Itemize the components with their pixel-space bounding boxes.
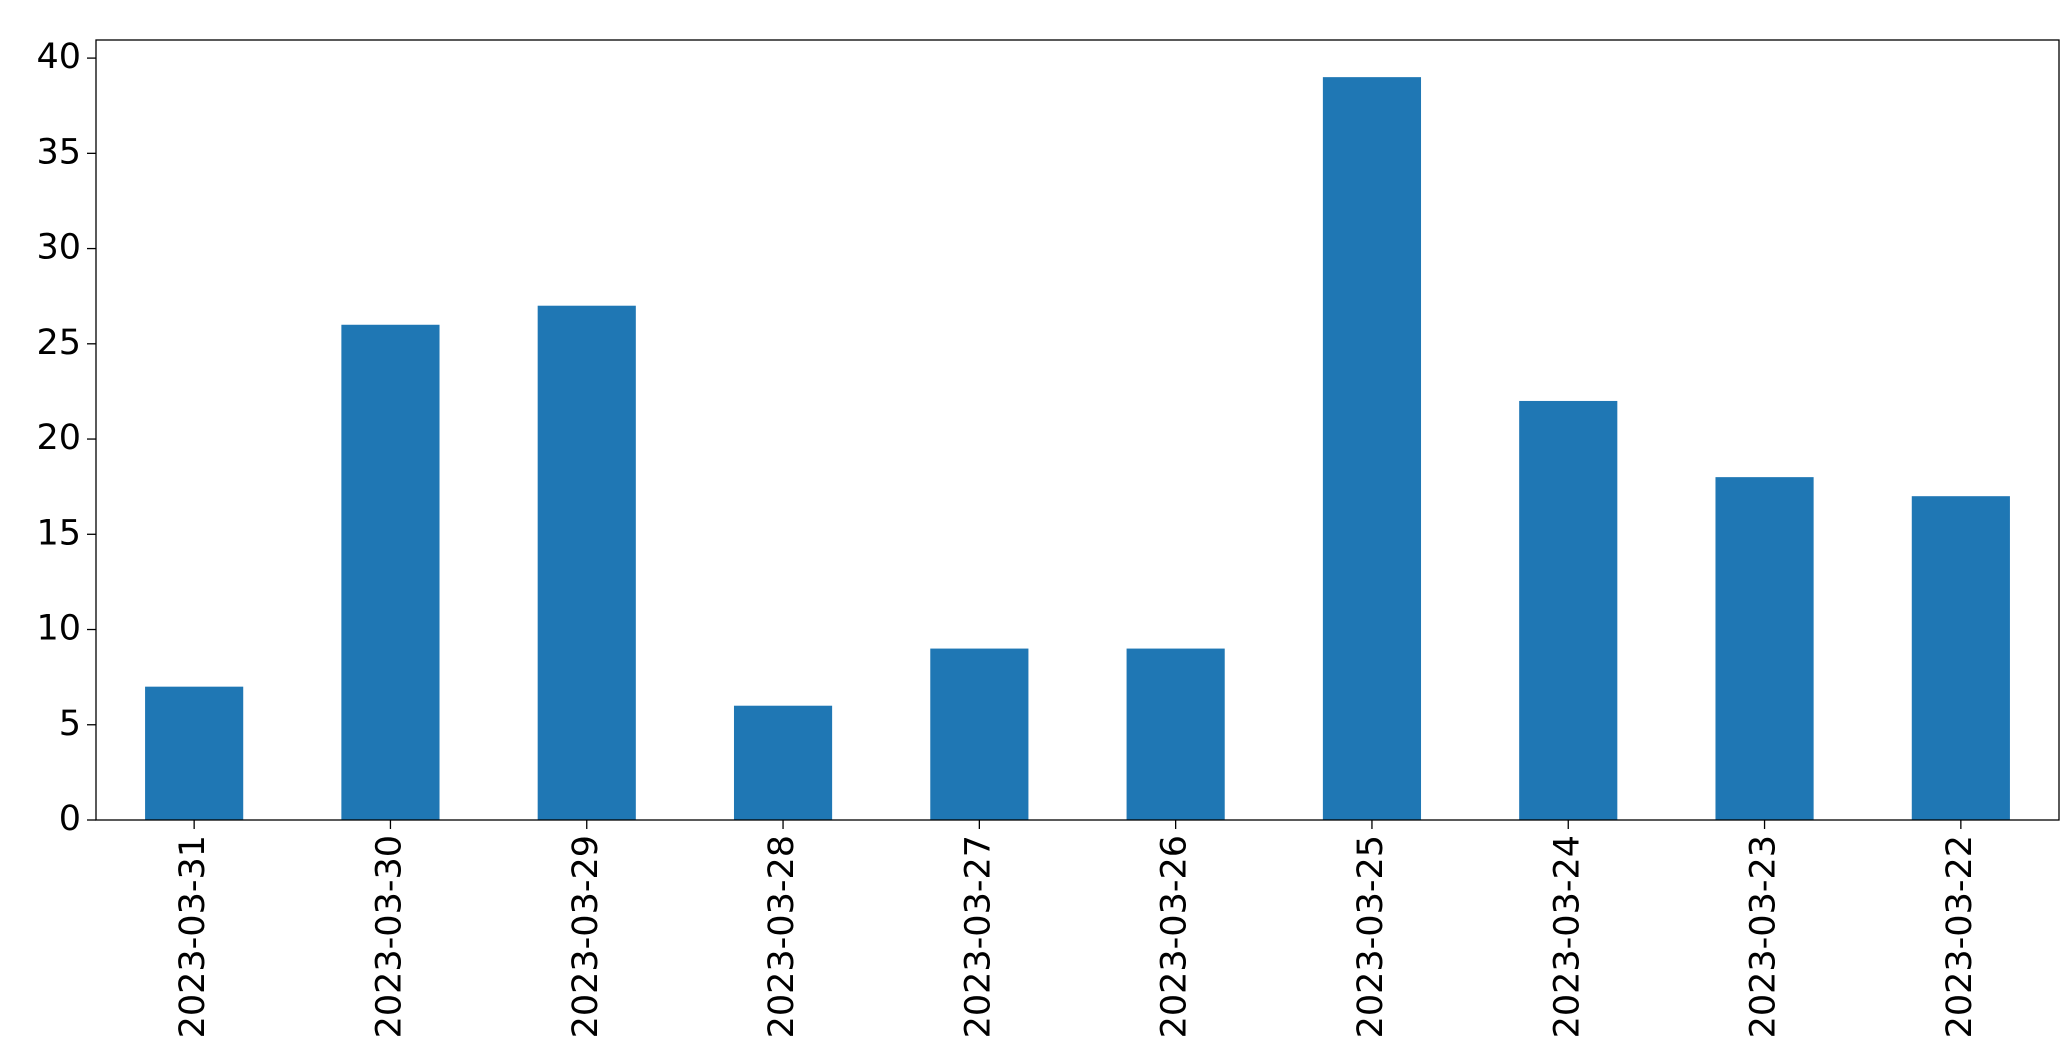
y-tick-label: 15 [36,513,81,553]
y-tick-label: 30 [36,228,81,268]
bar [537,305,636,820]
y-tick-label: 40 [36,37,81,77]
y-tick-label: 35 [36,132,81,172]
bar [733,705,833,820]
x-tick-label: 2023-03-22 [1940,835,1980,1038]
bar [930,648,1029,820]
bar [341,324,440,820]
x-tick-label: 2023-03-28 [762,835,802,1038]
y-tick-label: 20 [36,418,81,458]
x-tick-label: 2023-03-25 [1351,835,1391,1038]
bar [1322,77,1422,820]
x-tick-label: 2023-03-27 [958,835,998,1038]
y-tick-label: 0 [59,799,81,839]
bar [1126,648,1225,820]
y-tick-label: 25 [36,323,81,363]
x-tick-label: 2023-03-29 [566,835,606,1038]
bar [1911,496,2010,820]
plot-frame [95,39,2060,821]
y-tick-label: 10 [36,609,81,649]
x-tick-label: 2023-03-23 [1744,835,1784,1038]
x-tick-label: 2023-03-31 [173,835,213,1038]
bar [1715,477,1814,820]
x-tick-label: 2023-03-26 [1155,835,1195,1038]
x-tick-label: 2023-03-30 [369,835,409,1038]
x-tick-label: 2023-03-24 [1547,835,1587,1038]
bar [145,686,244,820]
bar [1519,400,1618,820]
y-tick-label: 5 [59,704,81,744]
